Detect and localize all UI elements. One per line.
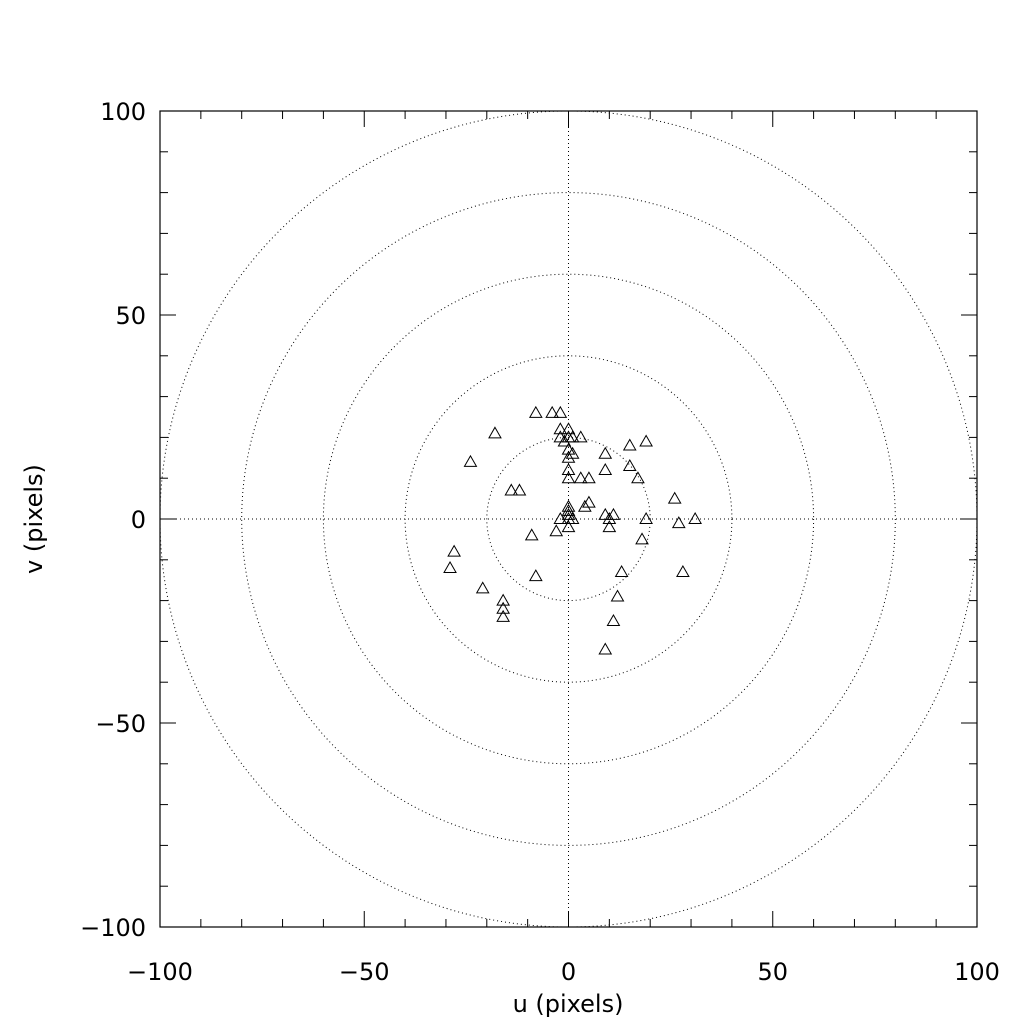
y-tick-label: 50 <box>115 302 146 330</box>
data-point <box>614 565 629 578</box>
y-tick-label: 0 <box>131 506 146 534</box>
data-point <box>561 471 576 484</box>
x-tick-label: 0 <box>561 958 576 986</box>
data-points <box>443 405 702 655</box>
data-point <box>676 565 690 578</box>
y-axis-title: v (pixels) <box>20 464 48 574</box>
reference-circle <box>486 436 651 602</box>
data-point <box>565 511 580 524</box>
tick-label-layer: −100 −50 0 50 100 −100 −50 0 50 100 <box>80 98 1000 986</box>
reference-circle <box>404 355 733 683</box>
y-tick-label: 100 <box>100 98 146 126</box>
data-point <box>553 422 568 435</box>
data-point <box>463 454 478 467</box>
data-point <box>496 593 511 606</box>
data-point <box>671 516 686 529</box>
data-point <box>561 422 576 435</box>
data-point <box>688 511 702 524</box>
data-point <box>557 434 572 447</box>
data-point <box>598 463 613 476</box>
data-point <box>582 495 596 508</box>
data-point <box>667 491 682 504</box>
x-axis-title: u (pixels) <box>513 990 624 1018</box>
x-tick-label: 50 <box>757 958 788 986</box>
data-point <box>561 463 576 476</box>
data-point <box>512 483 527 496</box>
data-point <box>475 581 490 594</box>
data-point <box>631 471 645 484</box>
data-point <box>606 613 621 626</box>
data-point <box>524 528 539 541</box>
x-tick-label: −100 <box>127 958 193 986</box>
data-point <box>573 430 588 443</box>
data-point <box>553 405 568 418</box>
data-point <box>598 446 613 459</box>
data-point <box>565 430 580 443</box>
data-point <box>606 507 621 520</box>
data-point <box>622 438 637 451</box>
data-point <box>561 450 576 463</box>
data-point <box>528 405 543 418</box>
data-point <box>504 483 519 496</box>
data-point <box>610 589 625 602</box>
data-point <box>496 601 511 614</box>
reference-circle <box>241 192 896 846</box>
data-point <box>447 544 461 557</box>
data-point <box>488 426 502 439</box>
data-point <box>443 560 457 573</box>
data-point <box>549 524 564 537</box>
data-point <box>598 642 613 655</box>
data-point <box>635 532 649 545</box>
data-point <box>528 569 543 582</box>
data-point <box>573 471 588 484</box>
data-point <box>561 499 576 512</box>
y-tick-label: −50 <box>95 710 146 738</box>
tick-layer <box>159 110 978 928</box>
x-tick-label: −50 <box>339 958 390 986</box>
data-point <box>561 520 576 533</box>
data-point <box>545 405 560 418</box>
data-point <box>496 609 511 622</box>
x-tick-label: 100 <box>954 958 1000 986</box>
data-point <box>602 520 617 533</box>
data-point <box>639 434 653 447</box>
data-point <box>561 503 576 516</box>
data-point <box>622 458 637 471</box>
y-tick-label: −100 <box>80 914 146 942</box>
data-point <box>577 499 592 512</box>
data-point <box>639 511 653 524</box>
data-point <box>553 511 568 524</box>
data-point <box>582 471 596 484</box>
data-point <box>602 511 617 524</box>
